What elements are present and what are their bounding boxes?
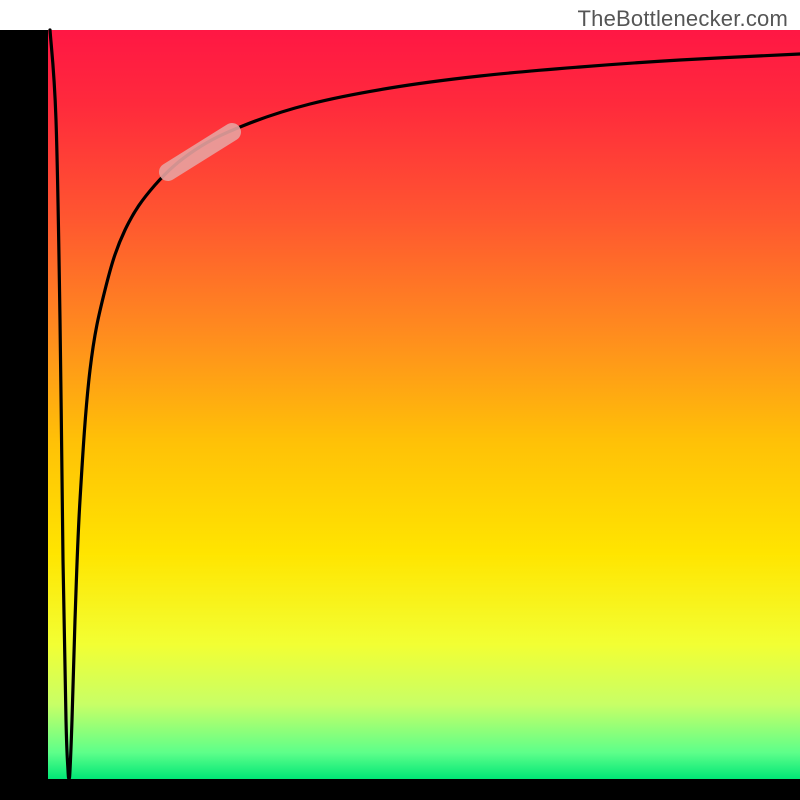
watermark-text: TheBottlenecker.com: [578, 6, 788, 32]
chart-svg: [0, 0, 800, 800]
axis-bottom-bar: [0, 779, 800, 800]
plot-background-fix: [48, 30, 800, 779]
chart-container: TheBottlenecker.com: [0, 0, 800, 800]
axis-left-bar: [30, 30, 48, 779]
